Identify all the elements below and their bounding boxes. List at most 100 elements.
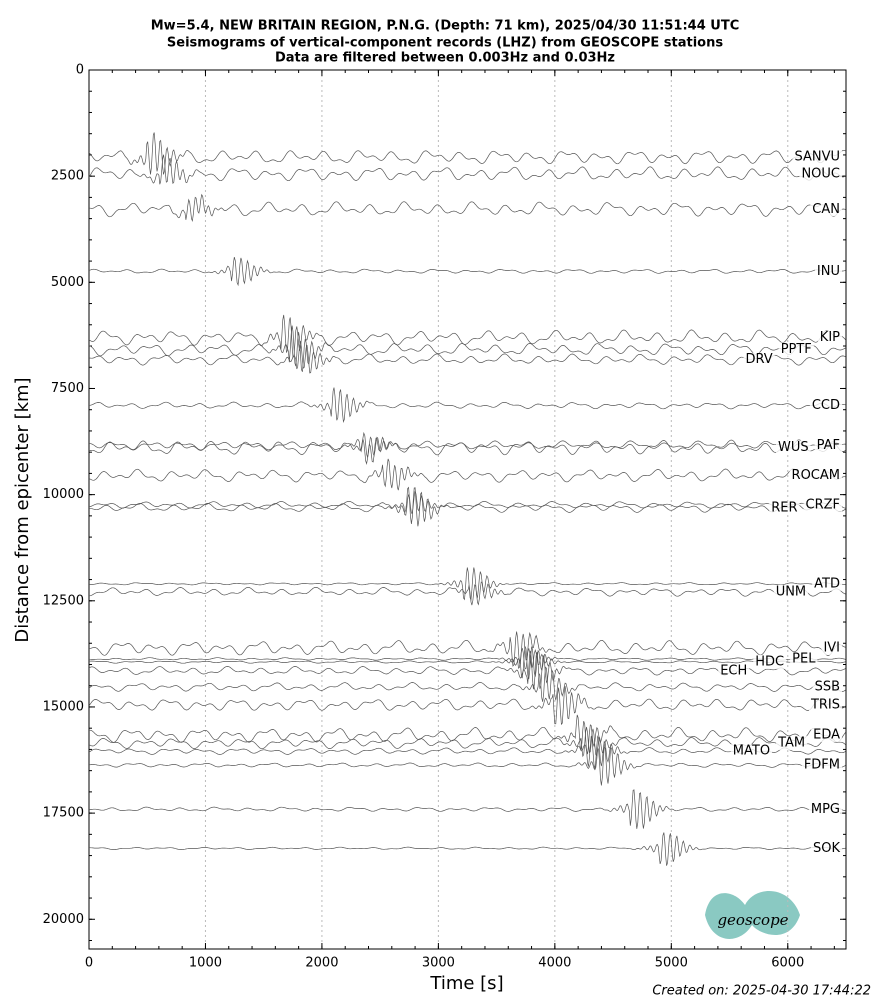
station-label: EDA [813, 727, 840, 742]
station-label: CCD [812, 398, 840, 413]
trace [89, 314, 846, 359]
station-label: ATD [814, 576, 840, 591]
trace [89, 567, 846, 601]
trace [89, 341, 846, 374]
trace [89, 193, 846, 223]
station-label: INU [817, 264, 840, 279]
trace [89, 458, 846, 491]
label-bg [743, 352, 775, 367]
y-axis-label: Distance from epicenter [km] [12, 377, 33, 642]
station-label: PEL [792, 651, 816, 666]
y-tick-label: 15000 [43, 699, 84, 714]
label-bg [801, 758, 842, 773]
station-label: CRZF [806, 497, 841, 512]
trace [89, 735, 846, 770]
x-tick-label: 1000 [189, 956, 222, 971]
label-bg [812, 679, 842, 694]
trace [89, 686, 846, 726]
station-label: DRV [745, 352, 772, 367]
y-tick-label: 12500 [43, 593, 84, 608]
station-label: TAM [777, 736, 805, 751]
label-bg [769, 500, 800, 515]
trace [89, 789, 846, 829]
label-bg [811, 727, 842, 742]
station-label: SOK [813, 841, 840, 856]
label-bg [808, 802, 842, 817]
label-bg [773, 584, 809, 599]
label-bg [789, 468, 842, 483]
trace [89, 154, 846, 185]
label-bg [790, 651, 818, 666]
trace [89, 726, 846, 758]
station-label: ECH [720, 663, 747, 678]
label-bg [775, 440, 811, 455]
trace [89, 631, 846, 667]
trace [89, 387, 846, 423]
y-tick-label: 2500 [51, 169, 84, 184]
trace [89, 436, 846, 465]
station-label: RER [771, 500, 797, 515]
label-bg [810, 841, 842, 856]
logo-text: geoscope [717, 911, 788, 929]
label-bg [808, 697, 842, 712]
label-bg [753, 654, 787, 669]
label-bg [718, 663, 750, 678]
y-tick-label: 20000 [43, 912, 84, 927]
label-bg [812, 576, 842, 591]
station-label: TRIS [810, 697, 840, 712]
label-bg [803, 497, 842, 512]
station-label: PPTF [781, 342, 812, 357]
trace [89, 325, 846, 372]
station-label: KIP [820, 330, 840, 345]
x-axis-label: Time [s] [429, 973, 503, 994]
y-tick-label: 10000 [43, 487, 84, 502]
trace [89, 832, 846, 866]
station-label: MPG [811, 802, 840, 817]
y-tick-label: 7500 [51, 381, 84, 396]
y-tick-label: 5000 [51, 275, 84, 290]
trace [89, 257, 846, 287]
station-label: CAN [812, 202, 840, 217]
trace [89, 132, 846, 175]
label-bg [817, 330, 842, 345]
station-label: PAF [817, 438, 840, 453]
label-bg [799, 167, 842, 182]
trace [89, 746, 846, 786]
y-tick-label: 0 [76, 63, 84, 78]
station-label: SANVU [794, 150, 840, 165]
station-label: IVI [823, 640, 840, 655]
trace [89, 581, 846, 606]
chart-subtitle: Data are filtered between 0.003Hz and 0.… [275, 51, 615, 66]
label-bg [814, 438, 842, 453]
chart-subtitle: Seismograms of vertical-component record… [167, 36, 723, 51]
station-label: SSB [815, 679, 840, 694]
label-bg [792, 150, 842, 165]
station-label: UNM [776, 584, 806, 599]
trace [89, 486, 846, 527]
x-tick-label: 4000 [538, 956, 571, 971]
chart-title: Mw=5.4, NEW BRITAIN REGION, P.N.G. (Dept… [151, 19, 740, 34]
station-label: MATO [733, 744, 770, 759]
plot-frame [88, 69, 847, 950]
x-tick-label: 0 [85, 956, 93, 971]
station-label: HDC [755, 654, 784, 669]
label-bg [814, 264, 842, 279]
footer: Created on: 2025-04-30 17:44:22 [652, 984, 871, 999]
trace [89, 645, 846, 680]
label-bg [730, 744, 773, 759]
trace [89, 490, 846, 516]
label-bg [810, 202, 842, 217]
y-tick-label: 17500 [43, 806, 84, 821]
label-bg [776, 736, 808, 751]
x-tick-label: 6000 [771, 956, 804, 971]
logo-shape [705, 891, 800, 939]
label-bg [821, 640, 842, 655]
x-tick-label: 3000 [422, 956, 455, 971]
station-label: FDFM [804, 758, 840, 773]
traces [89, 132, 846, 866]
label-bg [809, 398, 842, 413]
trace [89, 714, 846, 755]
station-label: ROCAM [792, 468, 840, 483]
